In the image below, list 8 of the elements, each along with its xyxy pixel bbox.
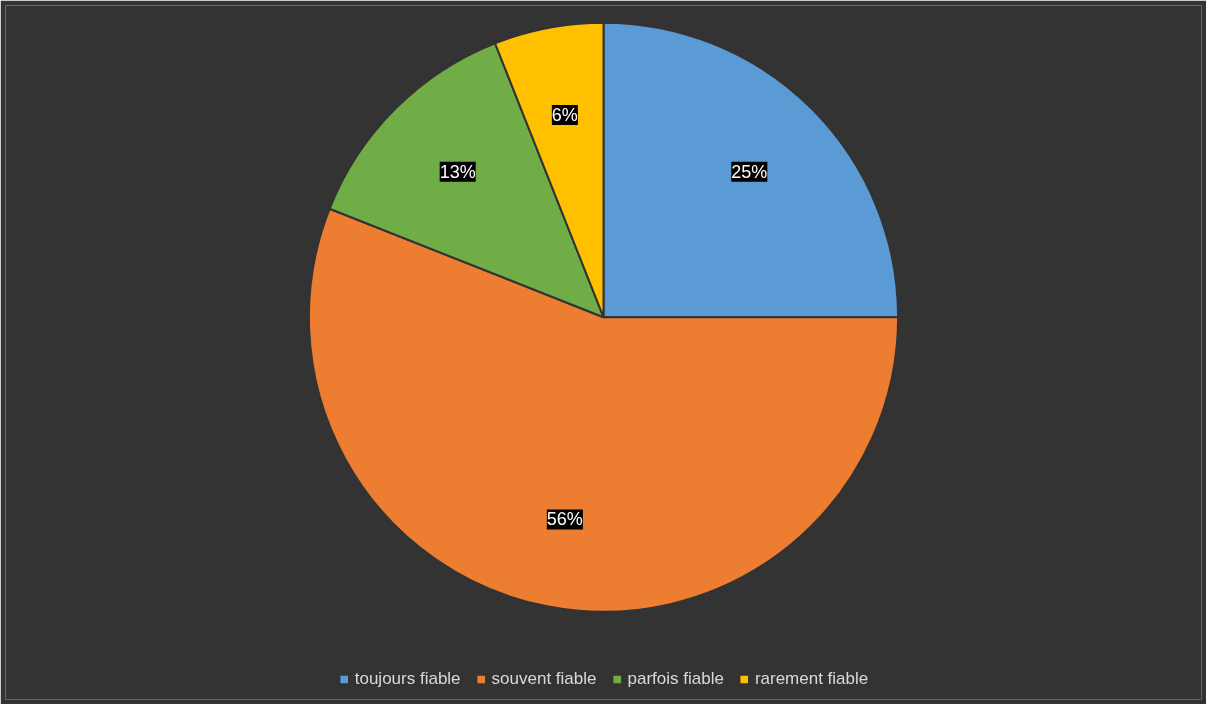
legend-label: toujours fiable xyxy=(354,669,461,689)
data-label: 6% xyxy=(551,105,578,126)
legend-label: souvent fiable xyxy=(491,669,597,689)
legend-label: rarement fiable xyxy=(754,669,869,689)
legend-label: parfois fiable xyxy=(627,669,724,689)
data-label: 56% xyxy=(546,509,583,530)
data-label: 13% xyxy=(439,161,476,182)
data-label: 25% xyxy=(731,161,768,182)
